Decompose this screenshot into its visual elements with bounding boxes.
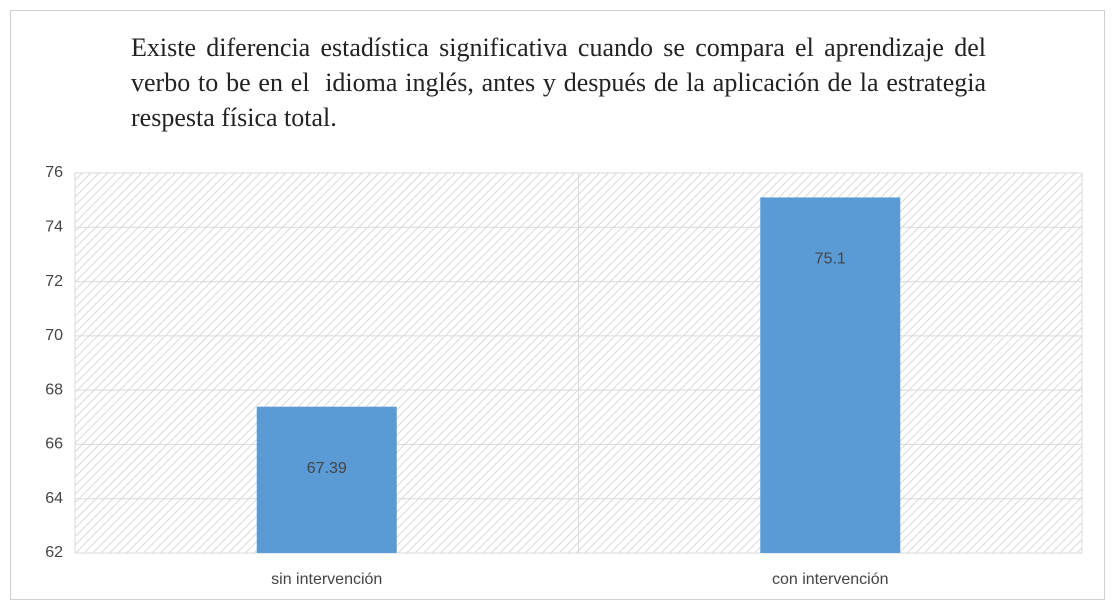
bar [760, 197, 901, 553]
y-tick-label: 64 [45, 490, 63, 507]
y-tick-label: 72 [45, 273, 63, 290]
chart-title: Existe diferencia estadística significat… [131, 33, 999, 132]
x-tick-label: con intervención [772, 571, 889, 588]
y-tick-label: 68 [45, 381, 63, 398]
bar [256, 406, 397, 553]
y-tick-label: 66 [45, 436, 63, 453]
y-tick-label: 62 [45, 544, 63, 561]
chart-border [10, 10, 1105, 600]
data-label: 75.1 [815, 251, 846, 268]
y-tick-label: 70 [45, 327, 63, 344]
y-tick-label: 76 [45, 164, 63, 181]
x-tick-label: sin intervención [271, 571, 382, 588]
y-tick-label: 74 [45, 219, 63, 236]
data-label: 67.39 [307, 460, 347, 477]
